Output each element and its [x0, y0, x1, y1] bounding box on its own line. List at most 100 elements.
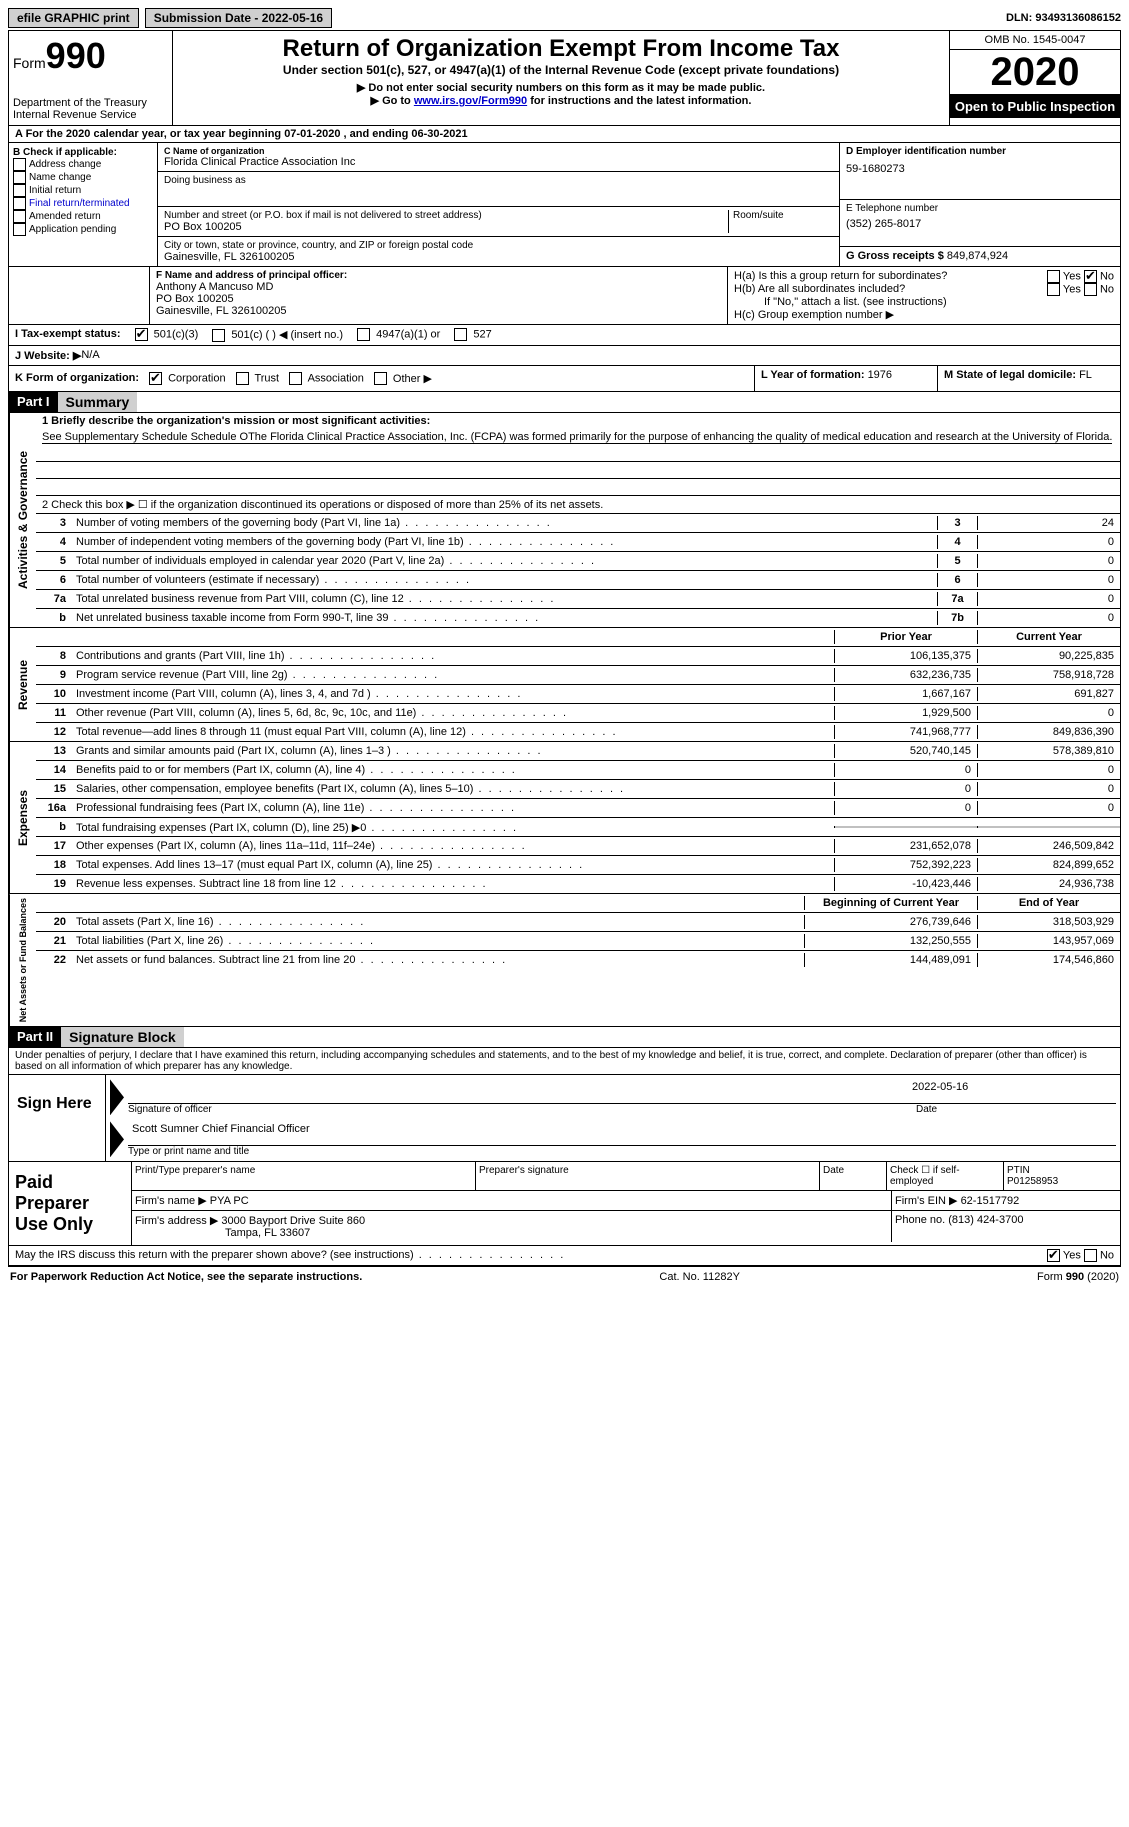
table-row: 15Salaries, other compensation, employee…	[36, 780, 1120, 799]
corp-checkbox[interactable]	[149, 372, 162, 385]
officer-group-row: F Name and address of principal officer:…	[9, 267, 1120, 325]
officer-name: Scott Sumner Chief Financial Officer	[132, 1123, 310, 1143]
box-f: F Name and address of principal officer:…	[150, 267, 728, 324]
firm-phone: (813) 424-3700	[948, 1214, 1023, 1226]
note-link: ▶ Go to www.irs.gov/Form990 for instruct…	[177, 94, 945, 107]
other-checkbox[interactable]	[374, 372, 387, 385]
penalty-text: Under penalties of perjury, I declare th…	[9, 1048, 1120, 1075]
discuss-row: May the IRS discuss this return with the…	[9, 1246, 1120, 1266]
box-c: C Name of organization Florida Clinical …	[158, 143, 840, 266]
box-b: B Check if applicable: Address change Na…	[9, 143, 158, 266]
org-address: PO Box 100205	[164, 221, 728, 233]
assoc-checkbox[interactable]	[289, 372, 302, 385]
firm-ein: 62-1517792	[961, 1195, 1020, 1207]
table-row: 12Total revenue—add lines 8 through 11 (…	[36, 723, 1120, 741]
ptin: P01258953	[1007, 1176, 1117, 1187]
sign-date: 2022-05-16	[912, 1081, 1112, 1101]
expenses-tab: Expenses	[9, 742, 36, 893]
part1-header: Part I Summary	[9, 392, 1120, 413]
table-row: 6Total number of volunteers (estimate if…	[36, 571, 1120, 590]
table-row: bTotal fundraising expenses (Part IX, co…	[36, 818, 1120, 837]
paid-preparer-block: Paid Preparer Use Only Print/Type prepar…	[9, 1162, 1120, 1246]
arrow-icon	[110, 1079, 124, 1115]
governance-section: Activities & Governance 1 Briefly descri…	[9, 413, 1120, 628]
table-row: bNet unrelated business taxable income f…	[36, 609, 1120, 627]
table-row: 8Contributions and grants (Part VIII, li…	[36, 647, 1120, 666]
box-j: J Website: ▶ N/A	[9, 346, 1120, 366]
table-row: 10Investment income (Part VIII, column (…	[36, 685, 1120, 704]
firm-name: PYA PC	[210, 1195, 249, 1207]
dln-label: DLN: 93493136086152	[1006, 12, 1121, 24]
table-row: 19Revenue less expenses. Subtract line 1…	[36, 875, 1120, 893]
discuss-yes-checkbox[interactable]	[1047, 1249, 1060, 1262]
table-row: 5Total number of individuals employed in…	[36, 552, 1120, 571]
note-ssn: ▶ Do not enter social security numbers o…	[177, 81, 945, 94]
box-klm: K Form of organization: Corporation Trus…	[9, 366, 1120, 393]
netassets-section: Net Assets or Fund Balances Beginning of…	[9, 894, 1120, 1027]
footer: For Paperwork Reduction Act Notice, see …	[8, 1267, 1121, 1287]
dept-label: Department of the Treasury Internal Reve…	[13, 97, 168, 121]
addr-change-checkbox[interactable]	[13, 158, 26, 171]
trust-checkbox[interactable]	[236, 372, 249, 385]
info-block: B Check if applicable: Address change Na…	[9, 143, 1120, 267]
table-row: 4Number of independent voting members of…	[36, 533, 1120, 552]
table-row: 21Total liabilities (Part X, line 26)132…	[36, 932, 1120, 951]
ha-no-checkbox[interactable]	[1084, 270, 1097, 283]
box-h: H(a) Is this a group return for subordin…	[728, 267, 1120, 324]
table-row: 14Benefits paid to or for members (Part …	[36, 761, 1120, 780]
form-header: Form990 Department of the Treasury Inter…	[9, 31, 1120, 126]
arrow-icon	[110, 1121, 124, 1157]
website-value: N/A	[81, 349, 99, 362]
gross-receipts: 849,874,924	[947, 250, 1008, 262]
table-row: 13Grants and similar amounts paid (Part …	[36, 742, 1120, 761]
tax-year: 2020	[950, 50, 1120, 95]
revenue-section: Revenue Prior Year Current Year 8Contrib…	[9, 628, 1120, 742]
irs-link[interactable]: www.irs.gov/Form990	[414, 95, 527, 107]
table-row: 22Net assets or fund balances. Subtract …	[36, 951, 1120, 969]
name-change-checkbox[interactable]	[13, 171, 26, 184]
netassets-tab: Net Assets or Fund Balances	[9, 894, 36, 1026]
form-number: 990	[46, 35, 106, 76]
table-row: 11Other revenue (Part VIII, column (A), …	[36, 704, 1120, 723]
mission-text: See Supplementary Schedule Schedule OThe…	[36, 429, 1120, 445]
period-row: A For the 2020 calendar year, or tax yea…	[9, 126, 1120, 143]
final-return-checkbox[interactable]	[13, 197, 26, 210]
box-i: I Tax-exempt status: 501(c)(3) 501(c) ( …	[9, 325, 1120, 346]
part2-header: Part II Signature Block	[9, 1027, 1120, 1048]
efile-print-button[interactable]: efile GRAPHIC print	[8, 8, 139, 28]
table-row: 16aProfessional fundraising fees (Part I…	[36, 799, 1120, 818]
state-domicile: FL	[1079, 369, 1092, 381]
amended-return-checkbox[interactable]	[13, 210, 26, 223]
501c3-checkbox[interactable]	[135, 328, 148, 341]
app-pending-checkbox[interactable]	[13, 223, 26, 236]
form-990: Form990 Department of the Treasury Inter…	[8, 30, 1121, 1267]
table-row: 18Total expenses. Add lines 13–17 (must …	[36, 856, 1120, 875]
org-city: Gainesville, FL 326100205	[164, 251, 833, 263]
initial-return-checkbox[interactable]	[13, 184, 26, 197]
phone: (352) 265-8017	[846, 218, 1114, 230]
discuss-no-checkbox[interactable]	[1084, 1249, 1097, 1262]
expenses-section: Expenses 13Grants and similar amounts pa…	[9, 742, 1120, 894]
year-formation: 1976	[868, 369, 892, 381]
topbar: efile GRAPHIC print Submission Date - 20…	[8, 8, 1121, 28]
table-row: 20Total assets (Part X, line 16)276,739,…	[36, 913, 1120, 932]
form-title: Return of Organization Exempt From Incom…	[177, 35, 945, 63]
submission-date-button[interactable]: Submission Date - 2022-05-16	[145, 8, 332, 28]
ha-yes-checkbox[interactable]	[1047, 270, 1060, 283]
hb-yes-checkbox[interactable]	[1047, 283, 1060, 296]
sign-here-block: Sign Here 2022-05-16 Signature of office…	[9, 1075, 1120, 1162]
form-label: Form	[13, 55, 46, 71]
hb-no-checkbox[interactable]	[1084, 283, 1097, 296]
omb-number: OMB No. 1545-0047	[950, 31, 1120, 50]
table-row: 7aTotal unrelated business revenue from …	[36, 590, 1120, 609]
ein: 59-1680273	[846, 163, 1114, 175]
4947-checkbox[interactable]	[357, 328, 370, 341]
box-de: D Employer identification number 59-1680…	[840, 143, 1120, 266]
governance-tab: Activities & Governance	[9, 413, 36, 627]
table-row: 17Other expenses (Part IX, column (A), l…	[36, 837, 1120, 856]
form-subtitle: Under section 501(c), 527, or 4947(a)(1)…	[177, 63, 945, 77]
table-row: 9Program service revenue (Part VIII, lin…	[36, 666, 1120, 685]
527-checkbox[interactable]	[454, 328, 467, 341]
org-name: Florida Clinical Practice Association In…	[164, 156, 833, 168]
501c-checkbox[interactable]	[212, 329, 225, 342]
